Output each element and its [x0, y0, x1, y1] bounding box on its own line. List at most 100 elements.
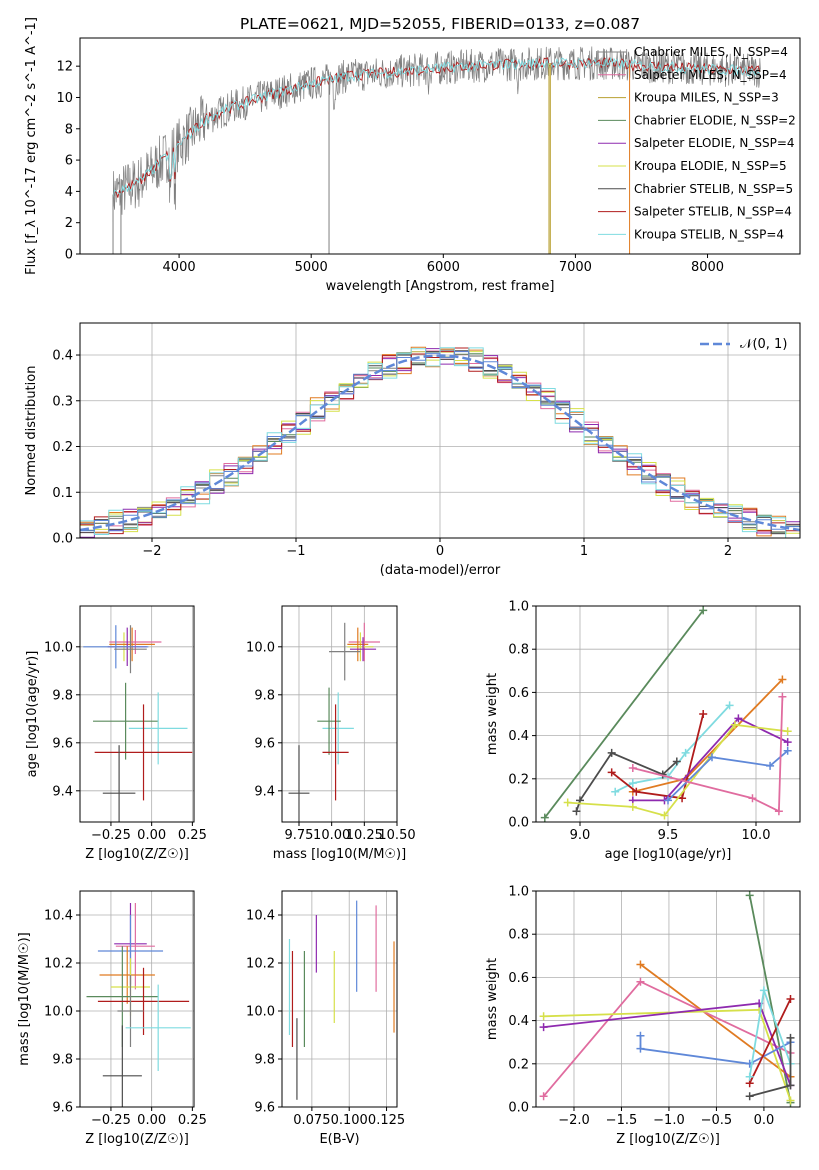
mass-vs-ebv-ytick-label: 10.0 — [246, 1005, 275, 1020]
weight-vs-age-point-marker — [783, 738, 792, 747]
histogram-plot-area — [80, 346, 800, 538]
weight-vs-Z-xlabel: Z [log10(Z/Z☉)] — [616, 1132, 720, 1147]
mass-vs-ebv-xlabel: E(B-V) — [319, 1132, 359, 1147]
weight-vs-age-point-marker — [766, 761, 775, 770]
age-vs-Z-xtick-label: 0.25 — [178, 828, 207, 843]
mass-vs-Z-ytick-label: 9.8 — [52, 1053, 73, 1068]
weight-vs-age-point-marker — [748, 794, 757, 803]
weight-vs-age-point-marker — [783, 746, 792, 755]
weight-vs-age-point-marker — [572, 807, 581, 816]
weight-vs-age-series-line — [611, 713, 705, 800]
age-vs-mass-ytick-label: 9.4 — [254, 784, 275, 799]
weight-vs-age-point-marker — [664, 796, 672, 805]
spectrum-data-line — [112, 46, 761, 223]
age-vs-mass-ytick-label: 9.8 — [254, 688, 275, 703]
weight-vs-Z-ytick-label: 0.2 — [508, 1057, 529, 1072]
weight-vs-Z-point-marker — [636, 1031, 645, 1040]
spectrum-xtick-label: 5000 — [295, 260, 328, 275]
spectrum-ytick-label: 12 — [56, 60, 73, 75]
weight-vs-Z-ytick-label: 0.0 — [508, 1101, 529, 1116]
age-vs-mass-ytick-label: 9.6 — [254, 736, 275, 751]
spectrum-panel: 4000 5000 6000 7000 8000 0 2 4 6 8 10 12 wavelength … — [24, 17, 801, 294]
weight-vs-Z-point-marker — [786, 1033, 795, 1042]
weight-vs-Z-ytick-label: 0.6 — [508, 971, 529, 986]
weight-vs-age-ytick-label: 0.6 — [508, 686, 529, 701]
weight-vs-age-point-marker — [699, 710, 708, 718]
spectrum-xlabel: wavelength [Angstrom, rest frame] — [326, 279, 555, 294]
weight-vs-age-xtick-label: 9.5 — [658, 828, 679, 843]
spectrum-xtick-label: 8000 — [691, 260, 724, 275]
spectrum-ytick-label: 10 — [56, 91, 73, 106]
legend-label: Kroupa MILES, N_SSP=3 — [634, 91, 779, 105]
weight-vs-Z-point-marker — [539, 1092, 548, 1101]
weight-vs-age-series-line — [632, 696, 784, 813]
age-vs-mass-xlabel: mass [log10(M/M☉)] — [273, 847, 406, 862]
legend-label: Chabrier STELIB, N_SSP=5 — [634, 182, 793, 196]
spectrum-ytick-label: 2 — [65, 216, 73, 231]
legend-label: Salpeter STELIB, N_SSP=4 — [634, 205, 792, 219]
legend-label: Salpeter MILES, N_SSP=4 — [634, 68, 787, 82]
weight-vs-age-plot-area — [540, 606, 792, 822]
age-vs-Z-xtick-label: −0.25 — [91, 828, 131, 843]
weight-vs-Z-ytick-label: 0.8 — [508, 928, 529, 943]
weight-vs-age-point-marker — [607, 748, 616, 757]
weight-vs-age-ytick-label: 0.4 — [508, 729, 529, 744]
age-vs-mass-frame — [281, 605, 398, 823]
weight-vs-Z-ylabel: mass weight — [485, 958, 500, 1040]
weight-vs-age-point-marker — [563, 798, 572, 807]
weight-vs-Z-point-marker — [636, 1044, 645, 1053]
weight-vs-Z-series-line — [748, 998, 792, 1084]
mass-vs-Z-xtick-label: 0.25 — [178, 1113, 207, 1128]
weight-vs-age-point-marker — [681, 748, 690, 757]
spectrum-ytick-label: 4 — [65, 185, 73, 200]
legend-label: Kroupa STELIB, N_SSP=4 — [634, 227, 784, 241]
histogram-xtick-label: 2 — [724, 544, 732, 559]
histogram-xtick-label: −2 — [142, 544, 161, 559]
mass-vs-Z-ytick-label: 9.6 — [52, 1101, 73, 1116]
spectrum-ytick-label: 8 — [65, 122, 73, 137]
weight-vs-Z-point-marker — [745, 1072, 754, 1081]
spectrum-model-line-0 — [112, 57, 761, 199]
histogram-ytick-label: 0.2 — [52, 440, 73, 455]
weight-vs-age-point-marker — [678, 794, 687, 803]
weight-vs-Z-xtick-label: −2.0 — [558, 1113, 590, 1128]
age-vs-Z-ytick-label: 9.8 — [52, 688, 73, 703]
mass-vs-ebv-xtick-label: 0.100 — [331, 1113, 368, 1128]
weight-vs-age-point-marker — [611, 787, 620, 796]
weight-vs-age-point-marker — [632, 787, 641, 796]
mass-vs-ebv-ytick-label: 9.6 — [254, 1101, 275, 1116]
age-vs-mass-xtick-label: 10.50 — [378, 828, 415, 843]
weight-vs-age-point-marker — [607, 768, 616, 777]
age-vs-mass-ytick-label: 10.0 — [246, 640, 275, 655]
age-vs-Z-xlabel: Z [log10(Z/Z☉)] — [85, 847, 189, 862]
weight-vs-age-point-marker — [699, 606, 708, 615]
weight-vs-Z-point-marker — [786, 1081, 795, 1090]
histogram-ytick-label: 0.1 — [52, 486, 73, 501]
spectrum-ytick-label: 0 — [65, 248, 73, 263]
age-vs-mass-xtick-label: 10.25 — [346, 828, 383, 843]
spectrum-xtick-label: 4000 — [163, 260, 196, 275]
weight-vs-age-point-marker — [660, 811, 669, 820]
weight-vs-Z-panel: −2.0 −1.5 −1.0 −0.5 0.0 0.0 0.2 0.4 0.6 0.8 1.0 Z [… — [485, 885, 801, 1147]
weight-vs-age-point-marker — [628, 779, 637, 788]
weight-vs-Z-point-marker — [745, 1092, 754, 1101]
weight-vs-age-point-marker — [778, 675, 787, 684]
age-vs-Z-frame — [79, 605, 195, 823]
weight-vs-age-point-marker — [628, 764, 637, 772]
weight-vs-Z-frame — [535, 890, 801, 1108]
weight-vs-Z-series-line — [542, 980, 791, 1097]
histogram-xtick-label: 0 — [436, 544, 444, 559]
legend-label: Chabrier ELODIE, N_SSP=2 — [634, 113, 796, 127]
weight-vs-age-xtick-label: 9.0 — [570, 828, 591, 843]
weight-vs-age-series-line — [575, 751, 678, 812]
mass-vs-Z-xlabel: Z [log10(Z/Z☉)] — [85, 1132, 189, 1147]
weight-vs-Z-point-marker — [786, 1096, 795, 1105]
age-vs-Z-ytick-label: 9.4 — [52, 784, 73, 799]
weight-vs-age-ytick-label: 0.2 — [508, 772, 529, 787]
weight-vs-Z-point-marker — [539, 1012, 548, 1021]
mass-vs-Z-ytick-label: 10.0 — [44, 1005, 73, 1020]
weight-vs-Z-point-marker — [636, 977, 645, 986]
spectrum-xtick-label: 6000 — [427, 260, 460, 275]
weight-vs-Z-plot-area — [539, 891, 795, 1107]
weight-vs-age-series-line — [632, 717, 789, 802]
